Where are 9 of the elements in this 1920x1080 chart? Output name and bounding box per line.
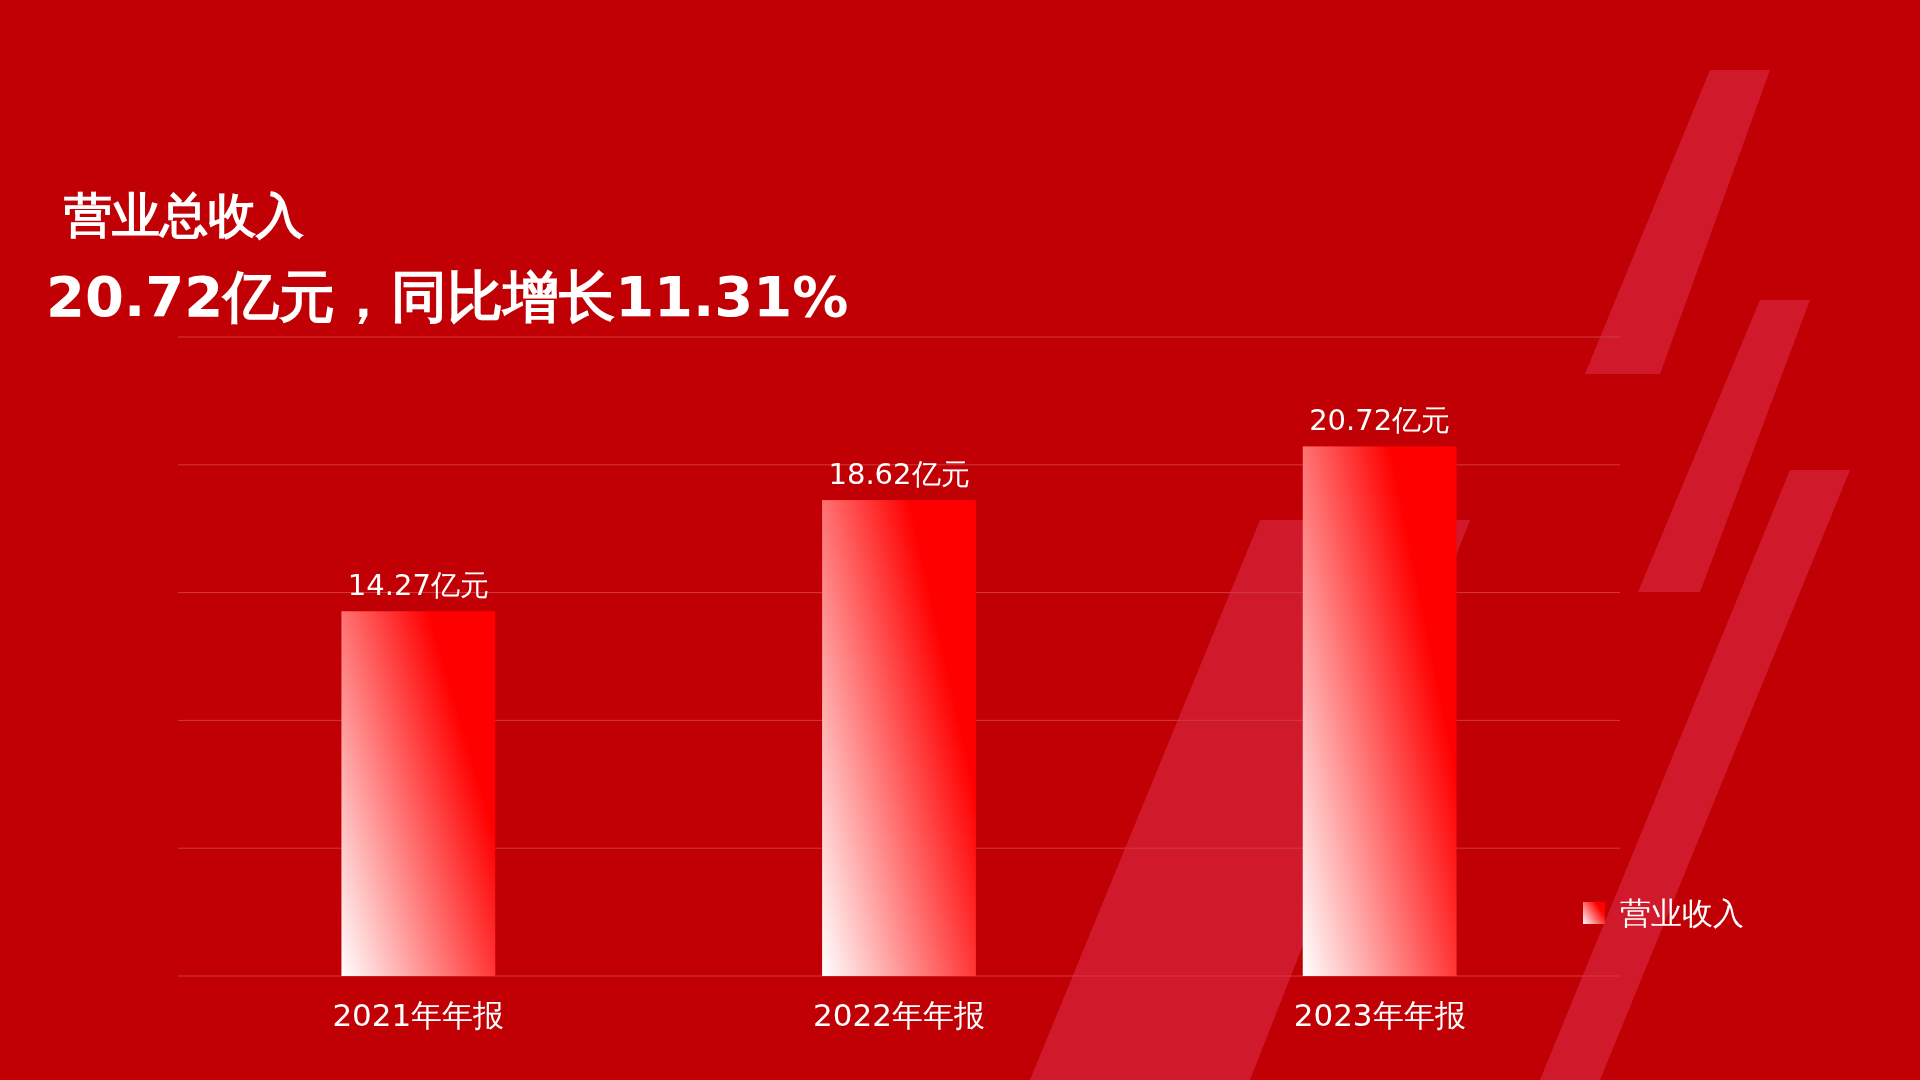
data-label: 18.62亿元 [828, 457, 970, 492]
data-label: 20.72亿元 [1309, 403, 1451, 438]
chart-title: 营业总收入 [64, 187, 305, 243]
data-label: 14.27亿元 [347, 568, 489, 603]
x-tick-label: 2022年年报 [813, 997, 985, 1033]
legend-label: 营业收入 [1620, 894, 1744, 931]
x-tick-label: 2023年年报 [1293, 997, 1466, 1033]
x-tick-label: 2021年年报 [332, 997, 505, 1033]
chart-subtitle: 20.72亿元，同比增长11.31% [46, 264, 849, 329]
